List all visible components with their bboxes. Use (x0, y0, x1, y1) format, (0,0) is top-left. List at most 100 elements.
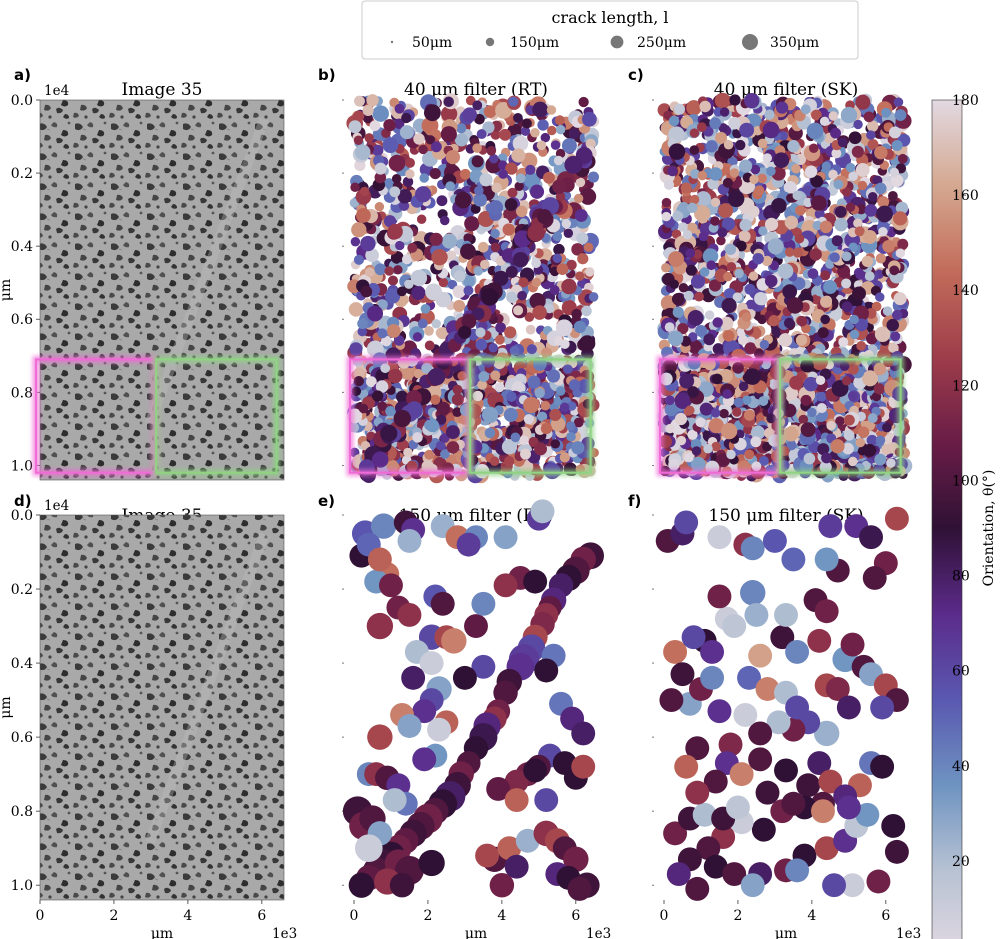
crack-point (374, 201, 385, 212)
crack-point (800, 422, 816, 438)
crack-point (758, 396, 769, 406)
crack-point (749, 174, 759, 185)
crack-point (460, 243, 476, 260)
crack-point (440, 126, 457, 143)
crack-point (401, 254, 412, 265)
panel-title: Image 35 (122, 80, 203, 100)
crack-point (391, 173, 402, 184)
crack-point (453, 299, 466, 312)
crack-point (855, 94, 871, 110)
crack-point (664, 322, 675, 333)
crack-point (585, 138, 596, 149)
crack-point (867, 413, 878, 424)
crack-point (571, 243, 584, 256)
crack-point (354, 144, 371, 161)
crack-point (445, 181, 456, 192)
crack-point (438, 277, 449, 288)
micrograph (40, 100, 284, 480)
crack-point (440, 449, 450, 459)
crack-point (362, 112, 373, 124)
crack-point (463, 275, 475, 287)
crack-point (743, 409, 755, 421)
crack-point (523, 414, 534, 425)
crack-point (417, 318, 428, 329)
crack-point (423, 104, 441, 122)
crack-point (574, 208, 588, 222)
crack-point (477, 379, 488, 390)
crack-point (495, 101, 512, 119)
crack-point (775, 101, 789, 114)
crack-point (445, 149, 461, 165)
crack-point (555, 124, 566, 135)
crack-point (762, 153, 773, 163)
crack-point (841, 376, 852, 386)
crack-point (741, 312, 752, 322)
crack-point (481, 406, 499, 424)
crack-point (425, 135, 436, 145)
crack-point (559, 452, 570, 463)
crack-point (849, 314, 859, 325)
crack-point (819, 220, 833, 234)
crack-point (720, 422, 738, 440)
crack-point (415, 186, 432, 203)
panel-d: d)Image 350.00.20.40.60.81.01e4μm0246μm1… (0, 492, 297, 939)
crack-point (838, 337, 849, 348)
crack-point (394, 103, 405, 114)
crack-point (791, 164, 801, 174)
crack-point (724, 243, 737, 256)
crack-point (364, 267, 375, 278)
crack-point (722, 389, 732, 399)
crack-point (464, 216, 480, 232)
crack-point (764, 109, 775, 120)
legend-entry: 50μm (390, 35, 452, 51)
crack-point (573, 193, 584, 204)
crack-point (402, 176, 414, 188)
crack-point (473, 192, 487, 207)
crack-point (490, 228, 500, 239)
crack-point (372, 451, 389, 468)
crack-point (527, 223, 545, 242)
crack-point (886, 458, 896, 468)
crack-point (705, 140, 718, 153)
crack-point (714, 92, 731, 109)
crack-point (453, 270, 466, 283)
crack-point (410, 269, 428, 287)
crack-point (501, 439, 518, 455)
crack-point (782, 284, 798, 299)
crack-point (377, 328, 388, 339)
crack-point (778, 131, 789, 141)
crack-point (792, 247, 803, 258)
crack-point (555, 386, 566, 396)
crack-point (828, 169, 838, 180)
crack-point (671, 293, 685, 306)
crack-point (795, 334, 808, 346)
crack-point (384, 288, 401, 304)
crack-point (757, 138, 768, 149)
crack-point (458, 325, 472, 339)
crack-point (738, 230, 751, 243)
crack-point (405, 401, 423, 419)
crack-point (399, 125, 414, 140)
crack-point (393, 409, 411, 428)
crack-point (686, 202, 698, 214)
crack-point (817, 327, 829, 339)
crack-point (771, 197, 787, 214)
crack-point (823, 280, 838, 295)
crack-point (440, 215, 450, 226)
crack-point (664, 395, 675, 406)
crack-point (475, 327, 486, 338)
crack-point (393, 335, 405, 346)
crack-point (873, 383, 885, 395)
crack-point (691, 446, 702, 456)
crack-point (886, 318, 899, 332)
crack-point (459, 168, 471, 180)
crack-point (708, 167, 723, 181)
crack-point (787, 140, 800, 153)
crack-point (472, 390, 484, 402)
crack-point (848, 456, 858, 467)
crack-point (806, 122, 824, 140)
crack-point (588, 292, 599, 302)
crack-point (360, 235, 376, 252)
crack-point (502, 223, 515, 236)
crack-point (546, 105, 557, 115)
